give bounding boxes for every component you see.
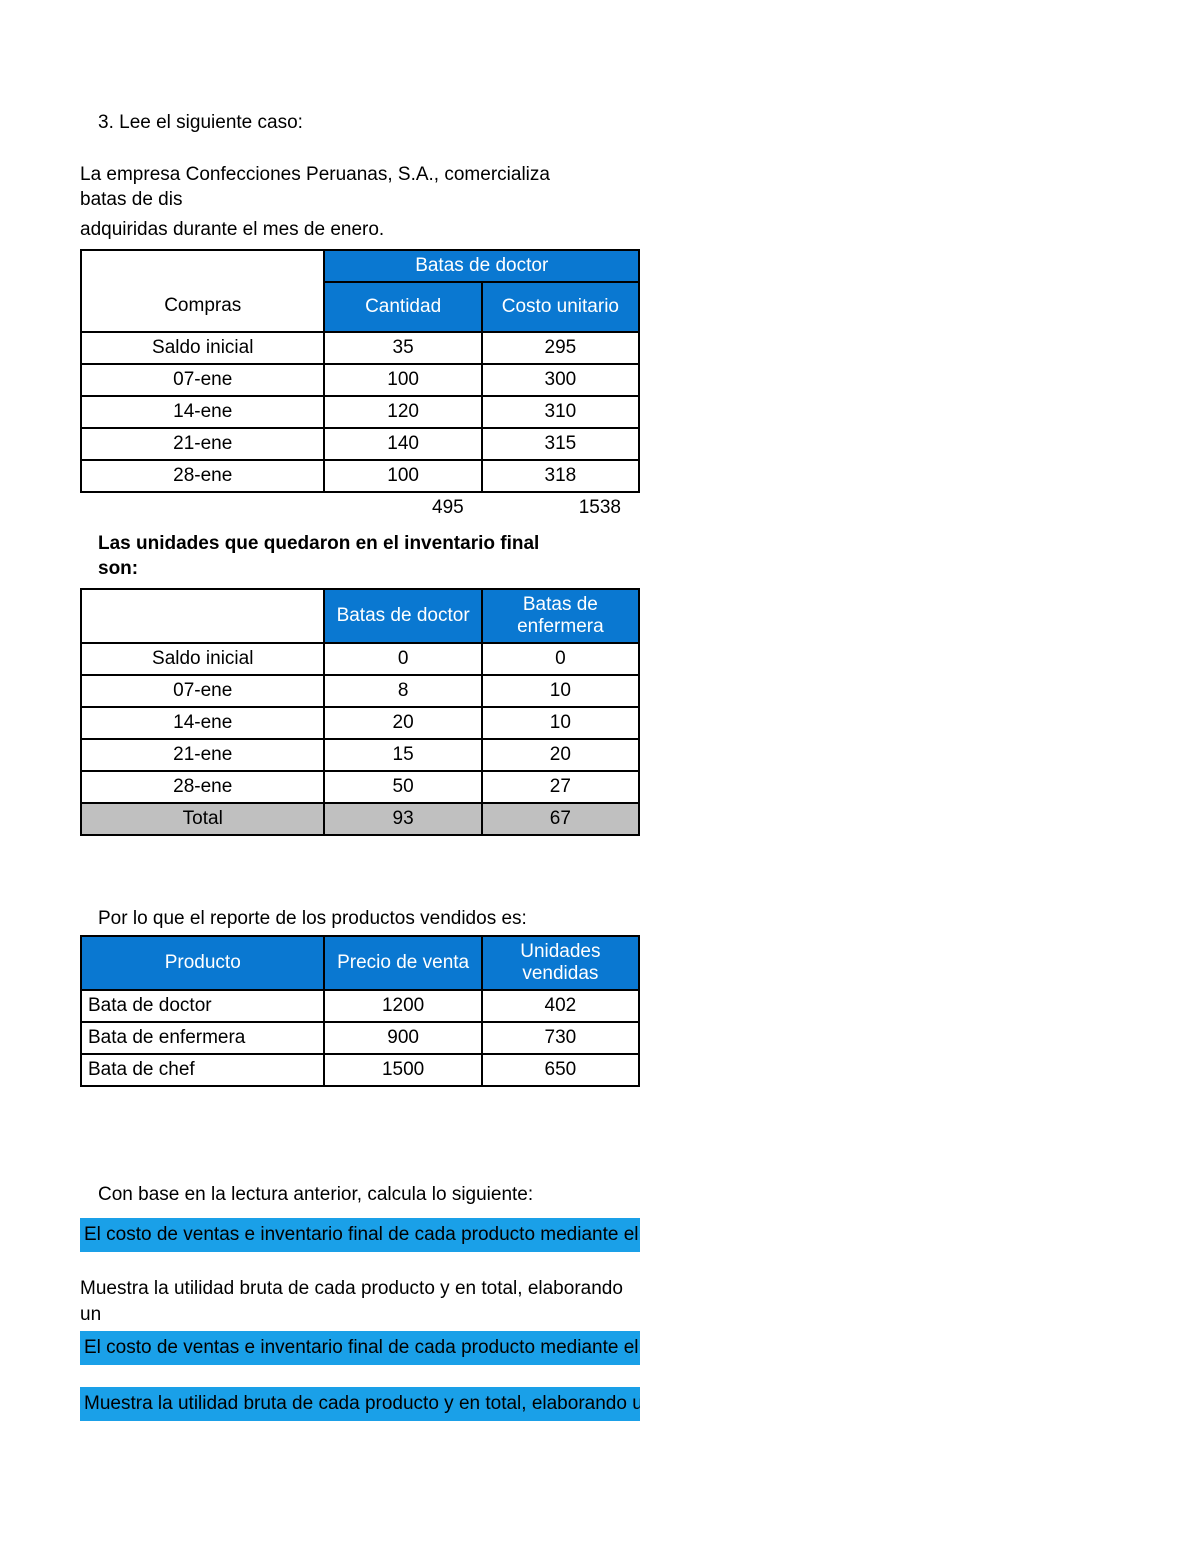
cell: Bata de chef xyxy=(81,1054,324,1086)
instructions-heading: Con base en la lectura anterior, calcula… xyxy=(80,1182,580,1208)
table-row: Bata de enfermera 900 730 xyxy=(81,1022,639,1054)
cell: 21-ene xyxy=(81,739,324,771)
inventory-heading: Las unidades que quedaron en el inventar… xyxy=(80,531,580,582)
cell: 402 xyxy=(482,990,639,1022)
table-row: 14-ene 120 310 xyxy=(81,396,639,428)
cell: 0 xyxy=(324,643,481,675)
cell: 1500 xyxy=(324,1054,481,1086)
t1-total-qty: 495 xyxy=(324,492,481,523)
cell: 10 xyxy=(482,707,639,739)
t3-col1: Precio de venta xyxy=(324,936,481,990)
t3-col0: Producto xyxy=(81,936,324,990)
table-row: 07-ene 100 300 xyxy=(81,364,639,396)
cell: 120 xyxy=(324,396,481,428)
cell: 1200 xyxy=(324,990,481,1022)
cell: 295 xyxy=(482,332,639,364)
t1-header-span: Batas de doctor xyxy=(324,250,639,282)
table-row: 14-ene 20 10 xyxy=(81,707,639,739)
cell: 35 xyxy=(324,332,481,364)
table-row: Saldo inicial 0 0 xyxy=(81,643,639,675)
table-row-total: Total 93 67 xyxy=(81,803,639,835)
case-title: 3. Lee el siguiente caso: xyxy=(80,110,580,136)
document-page: 3. Lee el siguiente caso: La empresa Con… xyxy=(0,0,660,1463)
table-row: Saldo inicial 35 295 xyxy=(81,332,639,364)
cell: 27 xyxy=(482,771,639,803)
table-row: 28-ene 50 27 xyxy=(81,771,639,803)
table-row: Bata de doctor 1200 402 xyxy=(81,990,639,1022)
cell: 15 xyxy=(324,739,481,771)
cell: 14-ene xyxy=(81,707,324,739)
cell: 20 xyxy=(324,707,481,739)
cell: 100 xyxy=(324,460,481,492)
cell: 650 xyxy=(482,1054,639,1086)
cell: 14-ene xyxy=(81,396,324,428)
cell: 28-ene xyxy=(81,771,324,803)
t1-col2: Costo unitario xyxy=(482,282,639,332)
table-row: Batas de doctor Batas de enfermera xyxy=(81,589,639,643)
table-row: 21-ene 140 315 xyxy=(81,428,639,460)
t2-col2: Batas de enfermera xyxy=(482,589,639,643)
highlight-line-2: El costo de ventas e inventario final de… xyxy=(80,1331,640,1365)
inventory-table: Batas de doctor Batas de enfermera Saldo… xyxy=(80,588,640,836)
table-row: 07-ene 8 10 xyxy=(81,675,639,707)
cell: 07-ene xyxy=(81,675,324,707)
t1-total-cost: 1538 xyxy=(482,492,639,523)
t2-col1: Batas de doctor xyxy=(324,589,481,643)
table-row: Producto Precio de venta Unidades vendid… xyxy=(81,936,639,990)
table-row: Bata de chef 1500 650 xyxy=(81,1054,639,1086)
cell: 310 xyxy=(482,396,639,428)
t1-col0: Compras xyxy=(81,282,324,332)
cell: 10 xyxy=(482,675,639,707)
sold-products-table: Producto Precio de venta Unidades vendid… xyxy=(80,935,640,1087)
cell: Saldo inicial xyxy=(81,332,324,364)
cell: 900 xyxy=(324,1022,481,1054)
t1-col1: Cantidad xyxy=(324,282,481,332)
cell: 07-ene xyxy=(81,364,324,396)
cell: 93 xyxy=(324,803,481,835)
highlight-line-3: Muestra la utilidad bruta de cada produc… xyxy=(80,1387,640,1421)
table-row: 28-ene 100 318 xyxy=(81,460,639,492)
cell: Bata de enfermera xyxy=(81,1022,324,1054)
table-row: Compras Cantidad Costo unitario xyxy=(81,282,639,332)
cell: 300 xyxy=(482,364,639,396)
cell: 0 xyxy=(482,643,639,675)
cell: 50 xyxy=(324,771,481,803)
cell: 8 xyxy=(324,675,481,707)
table-row: Batas de doctor xyxy=(81,250,639,282)
cell: 140 xyxy=(324,428,481,460)
cell: 20 xyxy=(482,739,639,771)
cell: 21-ene xyxy=(81,428,324,460)
intro-line-1: La empresa Confecciones Peruanas, S.A., … xyxy=(80,162,580,213)
purchases-table: Batas de doctor Compras Cantidad Costo u… xyxy=(80,249,640,523)
cell: 318 xyxy=(482,460,639,492)
cell: 67 xyxy=(482,803,639,835)
highlight-line-1: El costo de ventas e inventario final de… xyxy=(80,1218,640,1252)
cell: 730 xyxy=(482,1022,639,1054)
intro-line-2: adquiridas durante el mes de enero. xyxy=(80,217,580,243)
sold-heading: Por lo que el reporte de los productos v… xyxy=(80,906,580,932)
cell: 315 xyxy=(482,428,639,460)
cell: 100 xyxy=(324,364,481,396)
cell: Bata de doctor xyxy=(81,990,324,1022)
cell: Saldo inicial xyxy=(81,643,324,675)
plain-line-2: Muestra la utilidad bruta de cada produc… xyxy=(80,1276,640,1327)
cell: 28-ene xyxy=(81,460,324,492)
table-row: 21-ene 15 20 xyxy=(81,739,639,771)
cell: Total xyxy=(81,803,324,835)
t3-col2: Unidades vendidas xyxy=(482,936,639,990)
table-row-totals: 495 1538 xyxy=(81,492,639,523)
